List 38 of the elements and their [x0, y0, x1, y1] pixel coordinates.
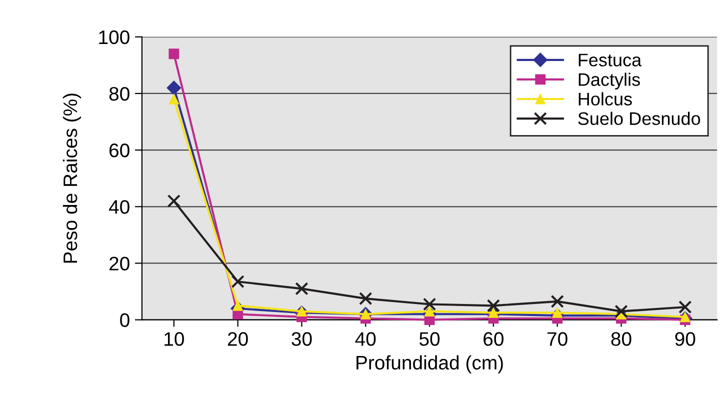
y-tick-label: 60 — [110, 144, 130, 158]
y-axis-title: Peso de Raices (%) — [62, 94, 82, 263]
point — [359, 292, 372, 306]
point — [422, 298, 436, 311]
point — [296, 306, 307, 317]
point — [678, 300, 692, 314]
legend-label: Festuca — [578, 54, 642, 66]
x-tick-label: 40 — [355, 332, 376, 346]
point — [231, 275, 244, 288]
x-tick-label: 90 — [675, 332, 696, 346]
legend-label: Dactylis — [578, 72, 640, 90]
point — [486, 299, 500, 312]
point — [166, 80, 182, 96]
point — [295, 282, 308, 296]
x-tick-label: 10 — [164, 332, 184, 346]
legend-label: Suelo Desnudo — [578, 112, 700, 126]
point — [424, 306, 435, 317]
y-tick-label: 80 — [109, 86, 130, 101]
y-tick-label: 0 — [120, 313, 130, 328]
point — [550, 294, 564, 308]
y-tick-label: 40 — [108, 200, 130, 214]
x-tick-label: 70 — [548, 332, 568, 346]
point — [552, 308, 563, 318]
x-tick-label: 30 — [292, 332, 312, 346]
x-tick-label: 80 — [611, 332, 632, 346]
point — [614, 304, 628, 318]
y-tick-label: 100 — [99, 30, 130, 44]
point — [167, 194, 181, 208]
point — [168, 48, 180, 60]
x-tick-label: 60 — [484, 332, 504, 346]
point — [232, 300, 244, 311]
point — [168, 94, 180, 104]
x-axis-title: Profundidad (cm) — [356, 355, 503, 374]
x-tick-label: 20 — [228, 332, 248, 346]
y-tick-label: 20 — [110, 256, 130, 270]
legend-label: Holcus — [578, 92, 632, 106]
x-tick-label: 50 — [419, 332, 440, 346]
point — [488, 308, 499, 318]
